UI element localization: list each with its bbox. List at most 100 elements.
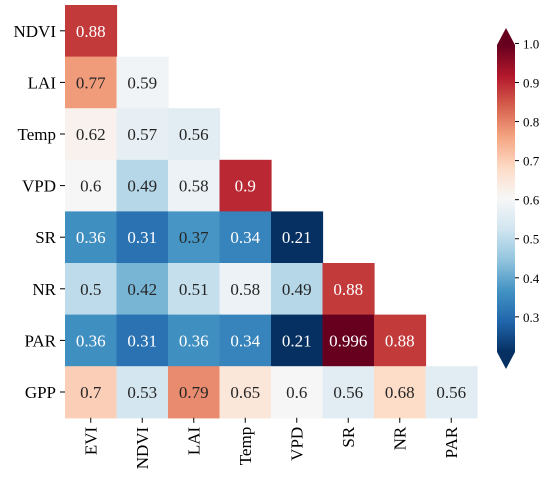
y-tick-label: NDVI [14, 22, 57, 41]
x-tick-label: SR [339, 426, 358, 447]
heatmap-cell [271, 314, 324, 367]
cell-value-label: 0.36 [76, 228, 106, 247]
heatmap-cell [168, 108, 221, 161]
cell-value-label: 0.6 [286, 383, 307, 402]
y-axis-tick-labels: NDVI LAI Temp VPD SR NR PAR GPP [14, 22, 65, 402]
heatmap-cell [116, 211, 169, 264]
cell-value-label: 0.5 [80, 280, 101, 299]
heatmap-cell [168, 366, 221, 419]
cell-value-label: 0.6 [80, 177, 101, 196]
heatmap-cell [322, 314, 375, 367]
cell-value-label: 0.88 [333, 280, 363, 299]
y-tick-label: SR [35, 228, 56, 247]
cell-value-label: 0.51 [179, 280, 209, 299]
heatmap-cell [271, 366, 324, 419]
cell-value-label: 0.42 [127, 280, 157, 299]
x-tick-label: PAR [442, 426, 461, 458]
cell-value-label: 0.77 [76, 73, 106, 92]
heatmap-cell [271, 263, 324, 316]
y-tick-label: PAR [24, 331, 56, 350]
colorbar-tick-label: 0.5 [523, 232, 539, 247]
heatmap-cell [219, 314, 272, 367]
heatmap-cell [168, 263, 221, 316]
cell-value-label: 0.62 [76, 125, 106, 144]
colorbar-tick-label: 0.9 [523, 75, 539, 90]
y-tick-label: VPD [22, 177, 56, 196]
x-tick-label: VPD [288, 427, 307, 461]
cell-value-label: 0.49 [282, 280, 312, 299]
heatmap-cell [322, 366, 375, 419]
cell-value-label: 0.996 [329, 331, 367, 350]
heatmap-cell [116, 366, 169, 419]
heatmap-cell [271, 211, 324, 264]
heatmap-cell [219, 159, 272, 212]
colorbar: 0.3 0.4 0.5 0.6 0.7 0.8 0.9 1.0 [497, 28, 540, 369]
heatmap-cell [219, 211, 272, 264]
y-tick-label: Temp [18, 125, 56, 144]
cell-value-label: 0.65 [230, 383, 260, 402]
colorbar-gradient [497, 45, 515, 352]
heatmap-cell [219, 366, 272, 419]
cell-value-label: 0.79 [179, 383, 209, 402]
y-tick-label: GPP [25, 383, 56, 402]
cell-value-label: 0.7 [80, 383, 102, 402]
cell-value-label: 0.21 [282, 228, 312, 247]
heatmap-cell [168, 314, 221, 367]
heatmap-cell [65, 56, 118, 109]
heatmap-cell [168, 159, 221, 212]
heatmap-cell [374, 314, 427, 367]
colorbar-tick-label: 0.7 [523, 154, 540, 169]
cell-value-label: 0.34 [230, 331, 260, 350]
heatmap-cell [116, 159, 169, 212]
cell-value-label: 0.57 [127, 125, 157, 144]
colorbar-extend-min [497, 352, 515, 369]
x-tick-label: EVI [82, 426, 101, 455]
heatmap-cell [322, 263, 375, 316]
colorbar-tick-label: 0.3 [523, 310, 539, 325]
x-tick-label: Temp [236, 427, 255, 465]
cell-value-label: 0.58 [179, 177, 209, 196]
heatmap-cell [168, 211, 221, 264]
heatmap-cell [65, 366, 118, 419]
y-tick-label: NR [32, 280, 56, 299]
colorbar-tick-label: 0.6 [523, 193, 540, 208]
heatmap-cell [425, 366, 478, 419]
cell-value-label: 0.68 [385, 383, 415, 402]
cell-value-label: 0.36 [76, 331, 106, 350]
heatmap-cell [65, 5, 118, 58]
colorbar-extend-max [497, 28, 515, 45]
heatmap-cell [116, 314, 169, 367]
cell-value-label: 0.31 [127, 228, 157, 247]
cell-value-label: 0.59 [127, 73, 157, 92]
colorbar-tick-label: 1.0 [523, 36, 539, 51]
heatmap-cell [65, 263, 118, 316]
colorbar-tick-label: 0.4 [523, 271, 540, 286]
y-tick-label: LAI [28, 73, 57, 92]
x-axis-tick-labels: EVI NDVI LAI Temp VPD SR NR PAR [82, 417, 461, 469]
heatmap-cell [65, 211, 118, 264]
cell-value-label: 0.49 [127, 177, 157, 196]
heatmap-cell [219, 263, 272, 316]
cell-value-label: 0.56 [179, 125, 209, 144]
x-tick-label: NDVI [133, 426, 152, 469]
cell-value-label: 0.56 [333, 383, 363, 402]
cell-value-label: 0.34 [230, 228, 260, 247]
cell-value-label: 0.9 [235, 177, 256, 196]
heatmap-cell [116, 108, 169, 161]
cell-value-label: 0.56 [436, 383, 466, 402]
cell-value-label: 0.88 [76, 22, 106, 41]
heatmap-cell [116, 263, 169, 316]
cell-value-label: 0.58 [230, 280, 260, 299]
x-tick-label: NR [391, 426, 410, 450]
heatmap-cells: 0.88 0.77 0.59 0.62 0.57 0.56 0.6 0.49 0.58 0.9 0.… [65, 5, 478, 419]
heatmap-cell [65, 314, 118, 367]
cell-value-label: 0.37 [179, 228, 209, 247]
colorbar-tick-label: 0.8 [523, 115, 539, 130]
heatmap-cell [65, 108, 118, 161]
cell-value-label: 0.88 [385, 331, 415, 350]
cell-value-label: 0.36 [179, 331, 209, 350]
cell-value-label: 0.53 [127, 383, 157, 402]
heatmap-cell [65, 159, 118, 212]
heatmap-cell [116, 56, 169, 109]
